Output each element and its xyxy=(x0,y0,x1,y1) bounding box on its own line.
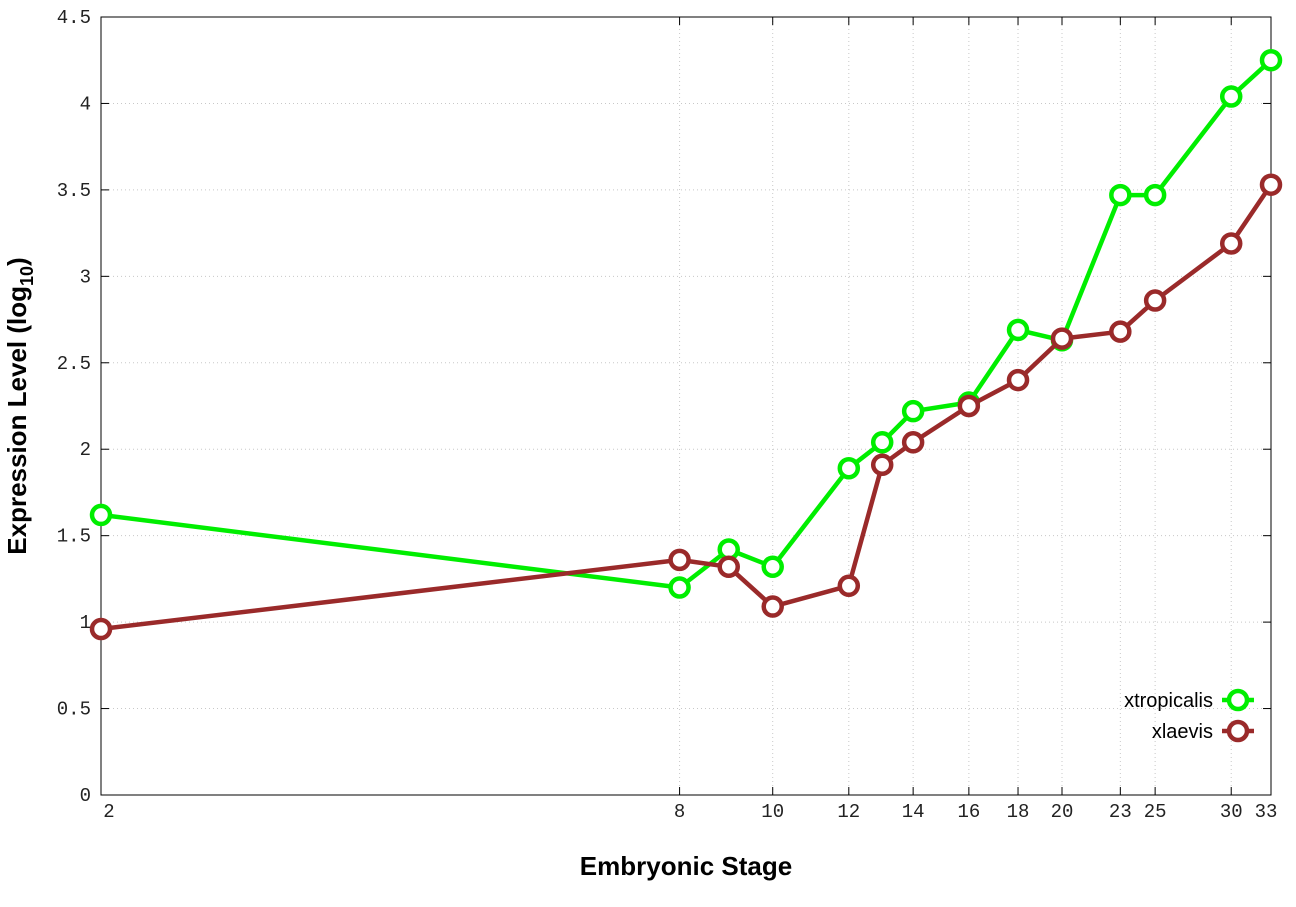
x-axis-label: Embryonic Stage xyxy=(580,851,792,881)
y-tick-label: 4 xyxy=(80,93,91,115)
data-point xyxy=(89,503,113,527)
ticks: 0 0.5 1 1.5 2 2.5 3 3.5 4 4.5 2 8 10 12 14 16 18 20 23 25 30… xyxy=(57,7,1278,823)
series-xlaevis xyxy=(89,173,1283,641)
data-point xyxy=(1109,183,1132,207)
data-point xyxy=(89,617,113,641)
plot-frame xyxy=(100,16,1272,796)
y-tick-label: 3.5 xyxy=(57,180,91,202)
x-tick-label: 30 xyxy=(1220,801,1243,823)
data-point xyxy=(1143,183,1167,207)
y-tick-label: 0 xyxy=(80,785,91,807)
data-point xyxy=(1219,85,1243,108)
y-tick-label: 0.5 xyxy=(57,699,91,721)
data-point xyxy=(901,431,925,454)
x-tick-label: 18 xyxy=(1007,801,1030,823)
axes xyxy=(100,16,1272,796)
data-point xyxy=(1143,289,1167,312)
legend-label: xtropicalis xyxy=(1124,690,1213,712)
series-line xyxy=(98,57,1274,590)
legend-marker-swatch xyxy=(1226,719,1250,743)
grid xyxy=(101,17,1271,795)
legend-marker-swatch xyxy=(1226,688,1250,712)
data-point xyxy=(1259,48,1283,72)
data-point xyxy=(957,394,981,418)
legend-label: xlaevis xyxy=(1152,721,1213,743)
data-point xyxy=(1006,368,1030,392)
x-tick-label: 33 xyxy=(1255,801,1278,823)
y-tick-label: 1.5 xyxy=(57,526,91,548)
x-tick-label: 25 xyxy=(1144,801,1167,823)
x-tick-label: 23 xyxy=(1109,801,1132,823)
legend-item-xtropicalis: xtropicalis xyxy=(1124,688,1254,712)
x-tick-label: 10 xyxy=(761,801,784,823)
y-tick-label: 2 xyxy=(80,439,91,461)
x-tick-label: 8 xyxy=(674,801,685,823)
x-tick-label: 16 xyxy=(957,801,980,823)
legend-item-xlaevis: xlaevis xyxy=(1152,719,1254,743)
data-point xyxy=(761,555,784,579)
data-point xyxy=(901,399,925,423)
data-point xyxy=(870,431,894,454)
y-tick-label: 4.5 xyxy=(57,7,91,29)
series-xtropicalis xyxy=(89,48,1283,599)
data-point xyxy=(1006,318,1030,342)
y-axis-label-subscript: 10 xyxy=(17,266,37,286)
y-axis-label-close: ) xyxy=(2,257,32,266)
x-tick-label: 12 xyxy=(837,801,860,823)
data-point xyxy=(837,574,861,598)
data-point xyxy=(717,555,740,579)
data-point xyxy=(761,595,784,618)
data-point xyxy=(668,548,691,572)
data-point xyxy=(837,456,861,480)
data-point xyxy=(870,453,894,477)
x-tick-label: 2 xyxy=(103,801,114,823)
legend: xtropicalis xlaevis xyxy=(1124,688,1254,743)
y-tick-label: 1 xyxy=(80,612,91,634)
x-tick-label: 14 xyxy=(902,801,925,823)
data-point xyxy=(668,576,691,599)
data-point xyxy=(1050,327,1074,350)
data-point xyxy=(1259,173,1283,196)
data-point xyxy=(1219,232,1243,255)
y-tick-label: 3 xyxy=(80,266,91,288)
x-tick-label: 20 xyxy=(1051,801,1074,823)
series-layer xyxy=(89,48,1283,641)
y-axis-label: Expression Level (log10) xyxy=(2,257,37,554)
data-point xyxy=(1109,320,1132,343)
y-axis-label-main: Expression Level (log xyxy=(2,286,32,555)
y-tick-label: 2.5 xyxy=(57,353,91,375)
